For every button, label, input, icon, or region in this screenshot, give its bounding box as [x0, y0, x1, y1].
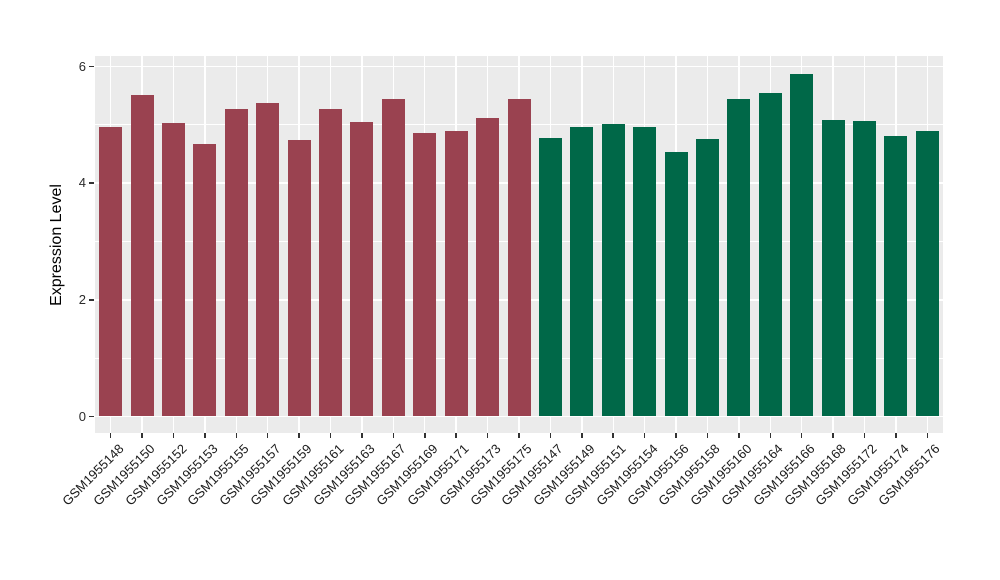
bar-GSM1955173 — [476, 117, 500, 417]
bar-GSM1955152 — [162, 122, 186, 417]
x-tick — [895, 433, 897, 438]
y-tick — [89, 65, 94, 68]
x-tick — [643, 433, 646, 438]
x-tick — [235, 433, 238, 438]
x-tick — [800, 433, 803, 438]
bar-GSM1955161 — [319, 108, 343, 417]
bar-GSM1955156 — [664, 151, 688, 417]
bar-GSM1955151 — [601, 124, 625, 417]
bar-GSM1955154 — [633, 126, 657, 417]
bar-GSM1955160 — [727, 99, 751, 417]
bar-GSM1955176 — [915, 130, 939, 417]
x-tick — [863, 433, 866, 438]
x-tick — [486, 433, 489, 438]
x-tick — [109, 433, 112, 438]
x-tick — [832, 433, 834, 438]
x-tick — [581, 433, 583, 438]
bar-GSM1955150 — [130, 94, 154, 417]
x-tick — [141, 433, 143, 438]
x-tick — [738, 433, 740, 438]
bar-GSM1955168 — [821, 120, 845, 417]
bar-GSM1955149 — [570, 126, 594, 417]
x-tick — [612, 433, 614, 438]
y-tick — [89, 182, 94, 184]
x-tick — [424, 433, 426, 438]
x-tick — [675, 433, 677, 438]
bar-GSM1955171 — [444, 130, 468, 417]
x-tick — [298, 433, 300, 438]
bar-GSM1955148 — [99, 126, 123, 417]
y-tick-label: 2 — [78, 291, 86, 307]
bar-GSM1955167 — [381, 98, 405, 417]
bar-GSM1955166 — [790, 74, 814, 417]
x-tick — [172, 433, 175, 438]
x-tick — [329, 433, 332, 438]
x-tick — [706, 433, 709, 438]
y-tick-label: 4 — [78, 175, 86, 191]
x-tick — [769, 433, 771, 438]
bar-GSM1955172 — [852, 120, 876, 417]
bar-GSM1955147 — [538, 137, 562, 417]
x-tick — [549, 433, 552, 438]
x-tick — [266, 433, 269, 438]
y-axis-title: Expression Level — [48, 184, 65, 306]
bar-GSM1955174 — [884, 135, 908, 417]
y-tick — [89, 299, 94, 301]
bar-GSM1955159 — [287, 140, 311, 417]
bar-GSM1955153 — [193, 143, 217, 417]
y-tick-label: 6 — [78, 58, 86, 74]
plot-panel — [95, 56, 943, 433]
bar-GSM1955169 — [413, 133, 437, 417]
x-tick — [204, 433, 206, 438]
x-tick — [926, 433, 929, 438]
bar-GSM1955175 — [507, 98, 531, 417]
y-tick — [89, 415, 94, 418]
x-tick — [455, 433, 457, 438]
bar-GSM1955158 — [695, 138, 719, 417]
bar-GSM1955157 — [256, 103, 280, 417]
x-tick — [392, 433, 395, 438]
bar-GSM1955155 — [224, 109, 248, 417]
x-tick — [361, 433, 363, 438]
bar-GSM1955164 — [758, 93, 782, 417]
bar-GSM1955163 — [350, 121, 374, 417]
y-tick-label: 0 — [78, 408, 86, 424]
x-tick — [518, 433, 520, 438]
